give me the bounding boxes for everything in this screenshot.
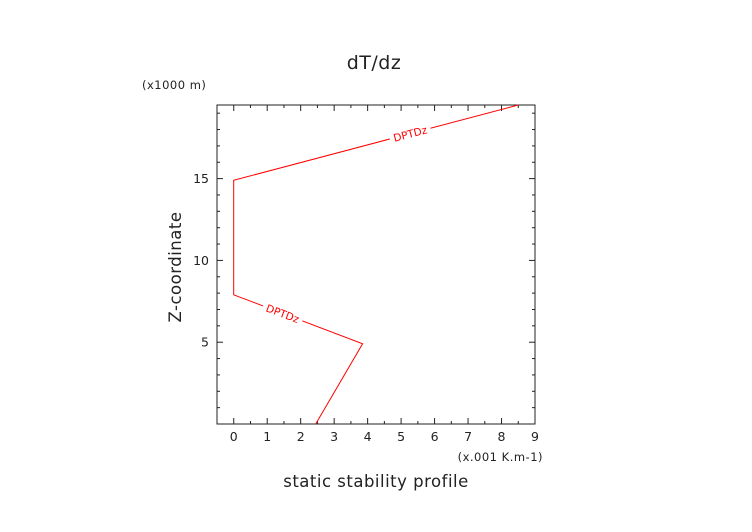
y-tick-label: 10 <box>193 253 209 268</box>
x-tick-label: 1 <box>263 429 271 444</box>
x-tick-label: 4 <box>364 429 372 444</box>
x-tick-label: 0 <box>230 429 238 444</box>
plot-frame <box>216 104 536 425</box>
x-tick-label: 2 <box>297 429 305 444</box>
y-axis-unit: (x1000 m) <box>142 78 206 92</box>
x-tick-label: 5 <box>397 429 405 444</box>
x-axis-unit: (x.001 K.m-1) <box>458 450 543 464</box>
x-tick-label: 9 <box>531 429 539 444</box>
x-tick-label: 3 <box>330 429 338 444</box>
x-tick-label: 6 <box>431 429 439 444</box>
series-line-dptdz <box>233 104 519 425</box>
y-axis-title: Z-coordinate <box>166 212 185 323</box>
y-tick-label: 5 <box>201 335 209 350</box>
chart-title: dT/dz <box>347 52 402 74</box>
x-tick-label: 8 <box>498 429 506 444</box>
y-tick-label: 15 <box>193 171 209 186</box>
x-axis-title: static stability profile <box>283 472 469 491</box>
series-label-knockout <box>260 300 305 327</box>
x-tick-label: 7 <box>464 429 472 444</box>
series-label-knockout <box>388 122 432 145</box>
